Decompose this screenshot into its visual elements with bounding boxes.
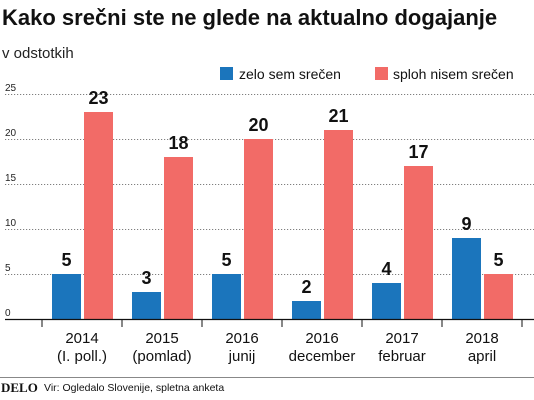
- bar-sploh-nisem-srecen-4: [404, 166, 433, 319]
- y-tick-label-5: 5: [5, 263, 11, 274]
- legend-swatch-zelo-sem-srecen: [220, 67, 233, 80]
- data-label-sploh-nisem-srecen-0: 23: [88, 88, 108, 108]
- data-label-sploh-nisem-srecen-2: 20: [248, 115, 268, 135]
- chart-title: Kako srečni ste ne glede na aktualno dog…: [2, 5, 497, 30]
- x-tick-label-1-1: (pomlad): [132, 348, 191, 365]
- bar-sploh-nisem-srecen-5: [484, 274, 513, 319]
- bar-zelo-sem-srecen-4: [372, 283, 401, 319]
- y-tick-label-20: 20: [5, 128, 17, 139]
- data-label-sploh-nisem-srecen-1: 18: [168, 133, 188, 153]
- data-label-zelo-sem-srecen-5: 9: [461, 214, 471, 234]
- data-label-zelo-sem-srecen-4: 4: [381, 259, 391, 279]
- source-note: Vir: Ogledalo Slovenije, spletna anketa: [44, 382, 224, 394]
- data-label-zelo-sem-srecen-2: 5: [221, 250, 231, 270]
- x-tick-label-0-0: 2014: [65, 330, 98, 347]
- data-label-zelo-sem-srecen-3: 2: [301, 277, 311, 297]
- data-labels: 5 23 3 18 5 20 2 21 4 17 9 5: [61, 88, 503, 297]
- legend: zelo sem srečen sploh nisem srečen: [220, 66, 514, 82]
- bar-zelo-sem-srecen-3: [292, 301, 321, 319]
- data-label-sploh-nisem-srecen-5: 5: [493, 250, 503, 270]
- x-tick-label-1-0: 2015: [145, 330, 178, 347]
- y-tick-label-10: 10: [5, 218, 17, 229]
- x-tick-label-5-1: april: [468, 348, 496, 365]
- bar-zelo-sem-srecen-1: [132, 292, 161, 319]
- bar-sploh-nisem-srecen-3: [324, 130, 353, 319]
- x-tick-label-0-1: (I. poll.): [57, 348, 107, 365]
- legend-label-sploh-nisem-srecen: sploh nisem srečen: [393, 66, 514, 82]
- delo-logo: DELO: [1, 380, 38, 395]
- chart-subtitle: v odstotkih: [2, 45, 74, 62]
- bars: [52, 112, 513, 319]
- x-tick-label-3-1: december: [289, 348, 356, 365]
- bar-sploh-nisem-srecen-0: [84, 112, 113, 319]
- bar-zelo-sem-srecen-0: [52, 274, 81, 319]
- bar-sploh-nisem-srecen-1: [164, 157, 193, 319]
- x-tick-label-2-0: 2016: [225, 330, 258, 347]
- x-tick-label-5-0: 2018: [465, 330, 498, 347]
- x-tick-label-4-1: februar: [378, 348, 426, 365]
- x-tick-label-3-0: 2016: [305, 330, 338, 347]
- x-axis: 2014(I. poll.)2015(pomlad)2016junij2016d…: [5, 318, 534, 365]
- data-label-sploh-nisem-srecen-4: 17: [408, 142, 428, 162]
- y-axis-ticks: 0 5 10 15 20 25: [5, 83, 17, 319]
- y-tick-label-0: 0: [5, 308, 11, 319]
- y-tick-label-25: 25: [5, 83, 17, 94]
- bar-zelo-sem-srecen-2: [212, 274, 241, 319]
- data-label-zelo-sem-srecen-1: 3: [141, 268, 151, 288]
- legend-swatch-sploh-nisem-srecen: [375, 67, 388, 80]
- bar-sploh-nisem-srecen-2: [244, 139, 273, 319]
- x-tick-label-4-0: 2017: [385, 330, 418, 347]
- data-label-sploh-nisem-srecen-3: 21: [328, 106, 348, 126]
- y-tick-label-15: 15: [5, 173, 17, 184]
- x-tick-label-2-1: junij: [228, 348, 256, 365]
- bar-zelo-sem-srecen-5: [452, 238, 481, 319]
- legend-label-zelo-sem-srecen: zelo sem srečen: [239, 66, 341, 82]
- data-label-zelo-sem-srecen-0: 5: [61, 250, 71, 270]
